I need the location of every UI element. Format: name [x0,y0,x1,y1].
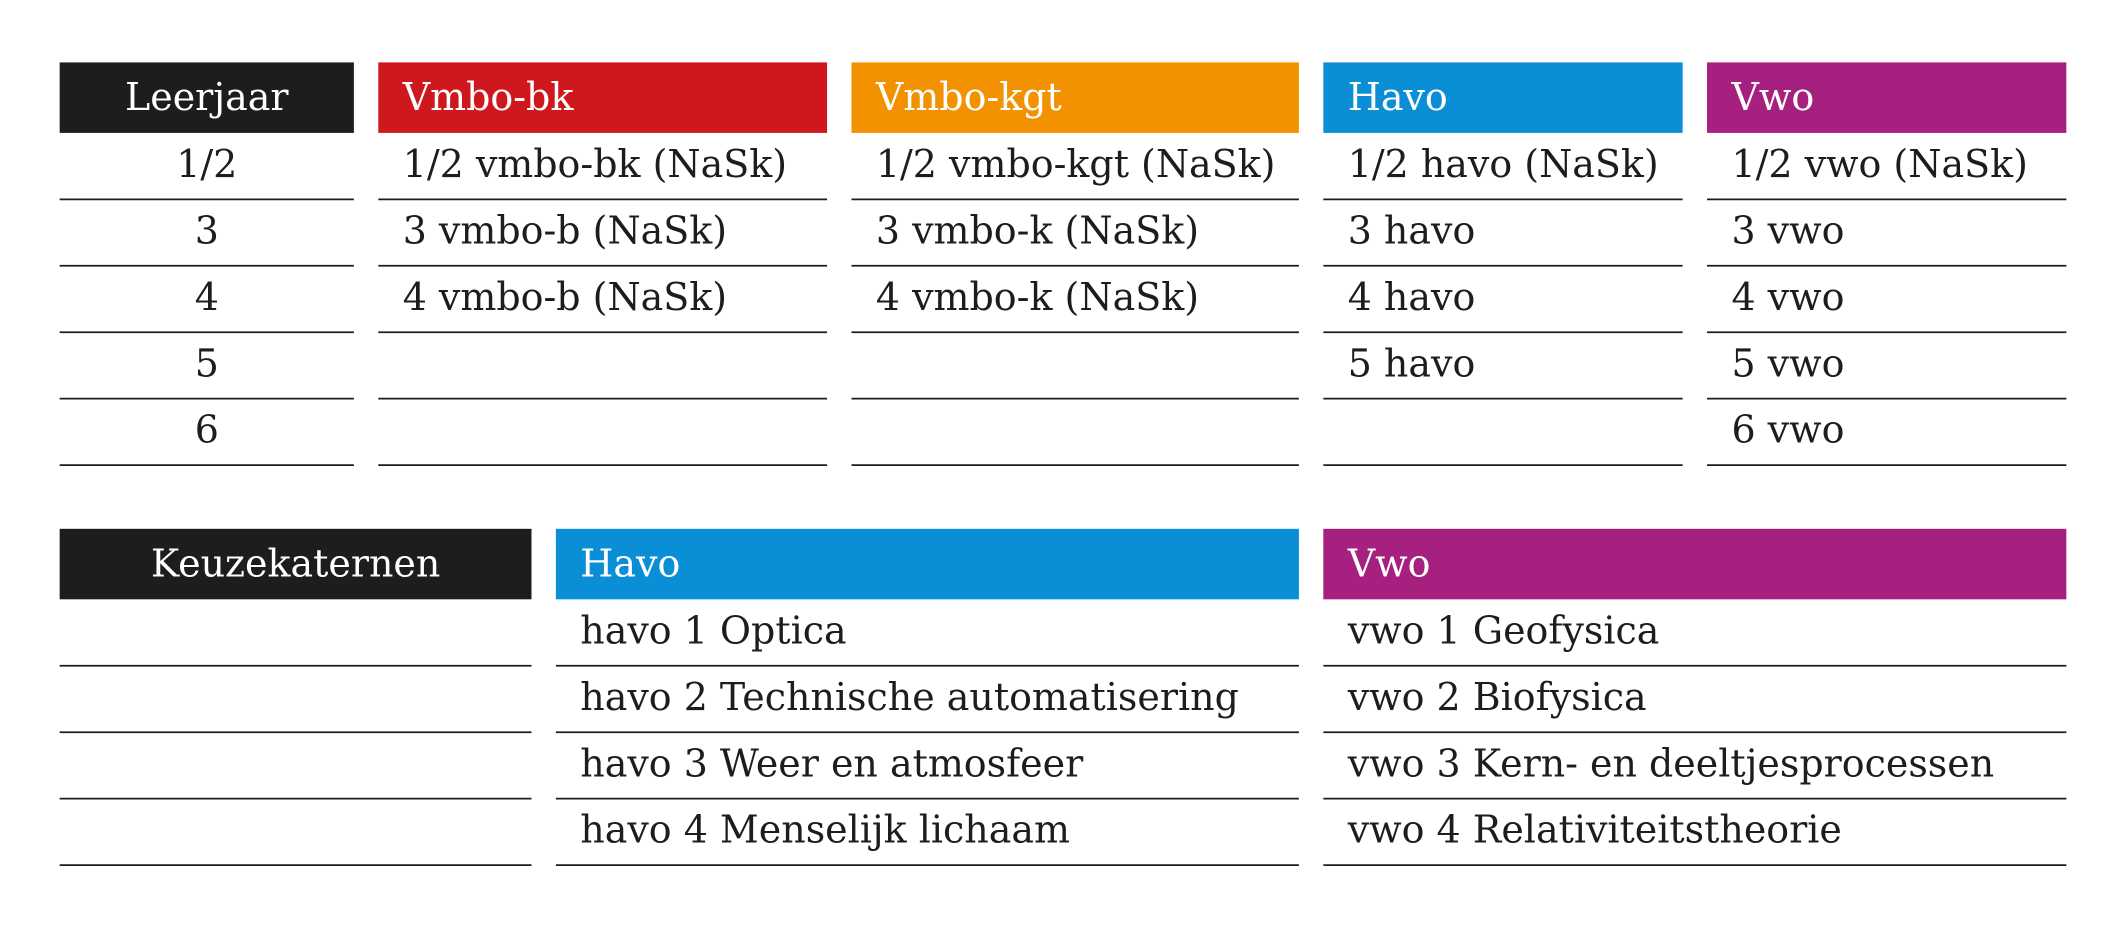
header-cell [1707,62,2067,133]
cell-text: 5 havo [1348,341,1476,385]
header-text: Keuzekaternen [151,541,441,585]
cell-text: 1/2 vmbo-bk (NaSk) [403,142,787,186]
header-text: Vmbo-kgt [875,75,1062,119]
header-text: Vwo [1730,75,1814,119]
cell-text: 1/2 havo (NaSk) [1348,142,1659,186]
cell-text: 5 vwo [1731,341,1844,385]
cell-text: 1/2 vwo (NaSk) [1731,142,2027,186]
cell-text: 4 [195,275,219,319]
cell-text: 4 vmbo-b (NaSk) [403,275,727,319]
header-text: Havo [1348,75,1448,119]
cell-text: havo 2 Technische automatisering [580,675,1239,719]
cell-text: 3 havo [1348,208,1476,252]
header-cell [59,528,532,600]
cell-text: 1/2 vmbo-kgt (NaSk) [876,142,1276,186]
cell-text: vwo 4 Relativiteitstheorie [1347,808,1842,852]
cell-text: 3 vwo [1731,208,1844,252]
cell-text: vwo 1 Geofysica [1347,608,1660,652]
cell-text: 5 [195,341,219,385]
cell-text: 1/2 [176,142,237,186]
cell-text: 4 havo [1348,275,1476,319]
cell-text: 3 vmbo-k (NaSk) [876,208,1199,252]
header-text: Vwo [1347,541,1431,585]
cell-text: 6 vwo [1731,408,1844,452]
header-cell [378,62,828,133]
cell-text: havo 4 Menselijk lichaam [580,808,1070,852]
header-text: Leerjaar [125,75,289,119]
header-cell [1323,528,2067,600]
cell-text: 3 vmbo-b (NaSk) [403,208,727,252]
header-cell [59,62,354,133]
header-text: Vmbo-bk [402,75,575,119]
header-cell [555,528,1299,600]
cell-text: havo 3 Weer en atmosfeer [580,741,1084,785]
cell-text: vwo 2 Biofysica [1347,675,1647,719]
header-text: Havo [580,541,680,585]
cell-text: havo 1 Optica [580,608,846,652]
cell-text: 4 vwo [1731,275,1844,319]
cell-text: 4 vmbo-k (NaSk) [876,275,1199,319]
cell-text: 6 [195,408,219,452]
header-cell [851,62,1299,133]
cell-text: vwo 3 Kern- en deeltjesprocessen [1347,741,1994,785]
header-cell [1323,62,1683,133]
cell-text: 3 [195,208,219,252]
